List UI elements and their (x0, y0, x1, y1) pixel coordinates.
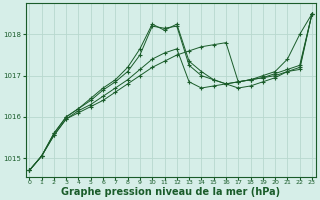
X-axis label: Graphe pression niveau de la mer (hPa): Graphe pression niveau de la mer (hPa) (61, 187, 280, 197)
